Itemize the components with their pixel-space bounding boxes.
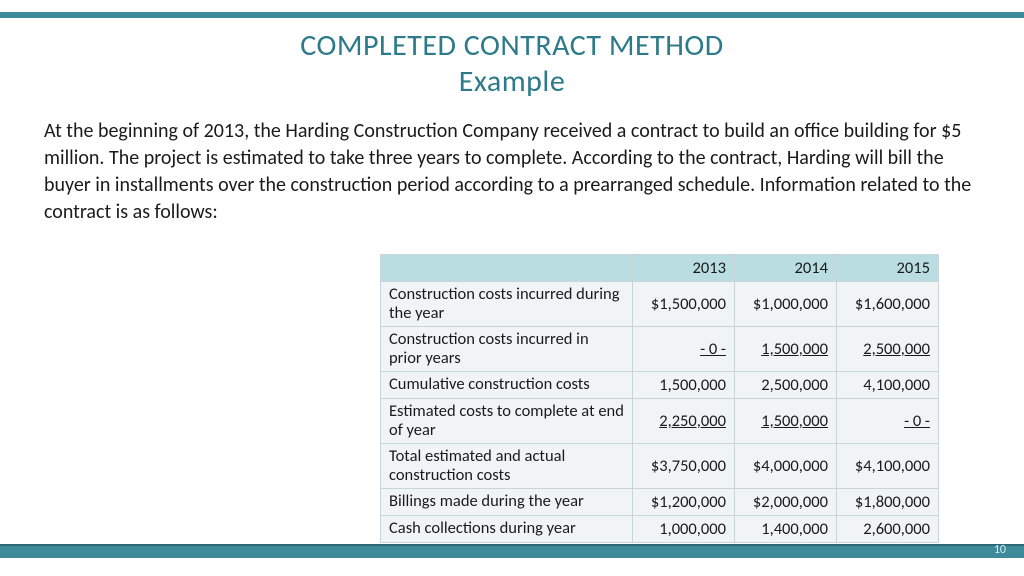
row-value: $3,750,000 xyxy=(633,443,735,488)
top-rule xyxy=(0,12,1024,18)
data-table: 2013 2014 2015 Construction costs incurr… xyxy=(380,254,939,543)
col-header-blank xyxy=(381,255,633,282)
table-header-row: 2013 2014 2015 xyxy=(381,255,939,282)
col-header-2015: 2015 xyxy=(837,255,939,282)
table-row: Cash collections during year1,000,0001,4… xyxy=(381,515,939,542)
row-value: 1,500,000 xyxy=(735,326,837,371)
row-label: Construction costs incurred during the y… xyxy=(381,282,633,327)
row-label: Cumulative construction costs xyxy=(381,371,633,398)
slide: COMPLETED CONTRACT METHOD Example At the… xyxy=(0,0,1024,576)
row-value: $1,600,000 xyxy=(837,282,939,327)
table-row: Cumulative construction costs1,500,0002,… xyxy=(381,371,939,398)
row-value: $1,500,000 xyxy=(633,282,735,327)
table-row: Total estimated and actual construction … xyxy=(381,443,939,488)
row-label: Total estimated and actual construction … xyxy=(381,443,633,488)
table-row: Estimated costs to complete at end of ye… xyxy=(381,398,939,443)
page-number: 10 xyxy=(994,543,1006,557)
row-value: 2,600,000 xyxy=(837,515,939,542)
bottom-rule xyxy=(0,544,1024,558)
body-paragraph: At the beginning of 2013, the Harding Co… xyxy=(44,118,980,226)
row-value: 1,500,000 xyxy=(633,371,735,398)
table-row: Construction costs incurred during the y… xyxy=(381,282,939,327)
row-value: $1,200,000 xyxy=(633,488,735,515)
title-block: COMPLETED CONTRACT METHOD Example xyxy=(0,28,1024,100)
row-value: $4,000,000 xyxy=(735,443,837,488)
table-body: Construction costs incurred during the y… xyxy=(381,282,939,543)
row-value: $1,000,000 xyxy=(735,282,837,327)
title-line-2: Example xyxy=(0,64,1024,100)
row-value: 4,100,000 xyxy=(837,371,939,398)
title-line-1: COMPLETED CONTRACT METHOD xyxy=(0,28,1024,64)
row-value: 1,000,000 xyxy=(633,515,735,542)
row-label: Cash collections during year xyxy=(381,515,633,542)
row-value: 1,500,000 xyxy=(735,398,837,443)
row-label: Billings made during the year xyxy=(381,488,633,515)
row-value: 2,500,000 xyxy=(837,326,939,371)
table-row: Billings made during the year$1,200,000$… xyxy=(381,488,939,515)
row-value: $4,100,000 xyxy=(837,443,939,488)
row-value: $1,800,000 xyxy=(837,488,939,515)
row-value: - 0 - xyxy=(633,326,735,371)
row-value: 2,500,000 xyxy=(735,371,837,398)
row-label: Estimated costs to complete at end of ye… xyxy=(381,398,633,443)
table-row: Construction costs incurred in prior yea… xyxy=(381,326,939,371)
col-header-2014: 2014 xyxy=(735,255,837,282)
row-value: $2,000,000 xyxy=(735,488,837,515)
col-header-2013: 2013 xyxy=(633,255,735,282)
row-value: - 0 - xyxy=(837,398,939,443)
row-label: Construction costs incurred in prior yea… xyxy=(381,326,633,371)
row-value: 2,250,000 xyxy=(633,398,735,443)
row-value: 1,400,000 xyxy=(735,515,837,542)
